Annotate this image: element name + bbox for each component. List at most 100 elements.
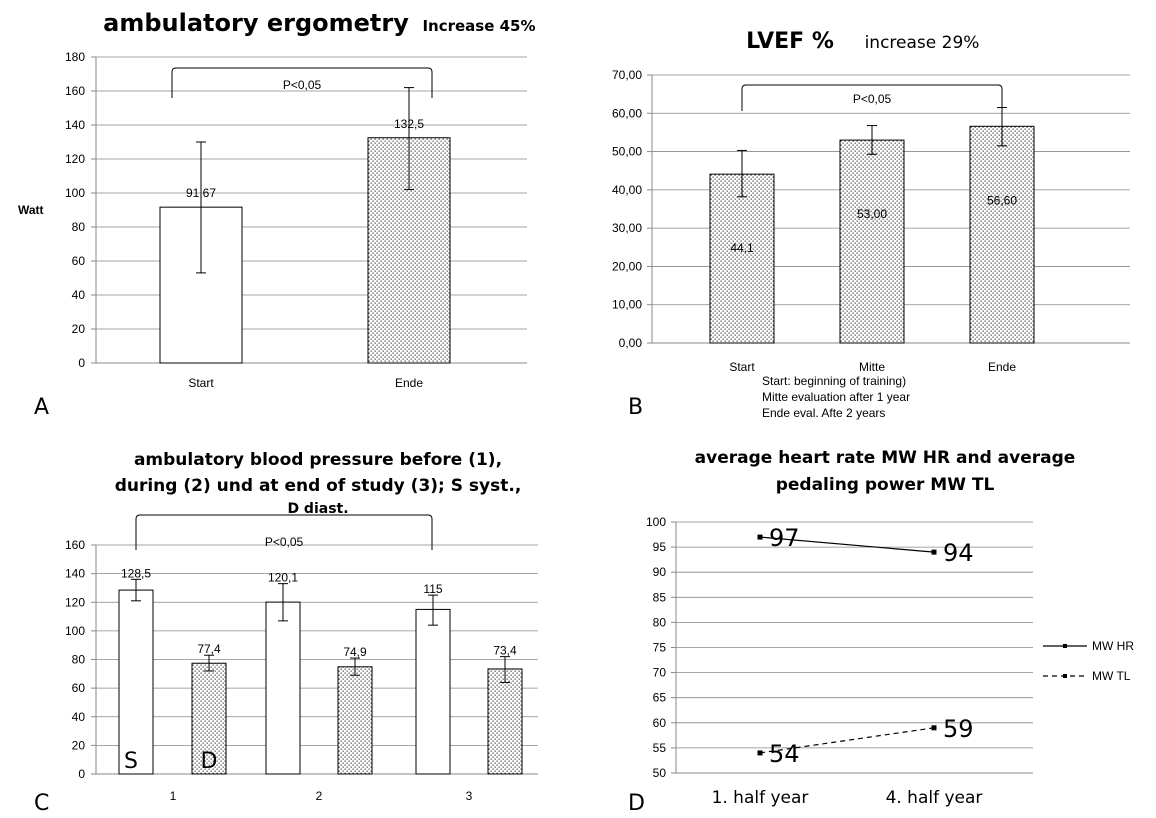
chart-d-point bbox=[931, 549, 937, 555]
chart-d-ytick-label: 100 bbox=[646, 515, 666, 529]
chart-d-category-label: 1. half year bbox=[712, 788, 809, 808]
chart-c-bar-letter-d: D bbox=[201, 749, 218, 774]
chart-a-ylabel: Watt bbox=[18, 203, 44, 217]
chart-d-series-line-1 bbox=[759, 727, 935, 754]
chart-b-bar bbox=[839, 139, 905, 344]
chart-d-category-label: 4. half year bbox=[886, 788, 983, 808]
chart-a-ytick-label: 180 bbox=[65, 50, 85, 64]
chart-d-data-label: 59 bbox=[943, 715, 974, 743]
chart-a-category-label: Ende bbox=[395, 376, 423, 390]
chart-d-ytick-label: 90 bbox=[653, 565, 667, 579]
panel-letter-b: B bbox=[628, 395, 643, 420]
chart-b-ytick-label: 60,00 bbox=[612, 106, 642, 120]
chart-b-ytick-label: 40,00 bbox=[612, 183, 642, 197]
chart-c-ytick-label: 160 bbox=[65, 538, 85, 552]
chart-d-ytick-label: 65 bbox=[653, 691, 667, 705]
chart-c-ytick-label: 0 bbox=[78, 767, 85, 781]
chart-b-title: LVEF % bbox=[746, 29, 834, 54]
chart-a-ytick-label: 160 bbox=[65, 84, 85, 98]
chart-c-data-label: 120,1 bbox=[268, 571, 298, 585]
chart-b-bar bbox=[709, 173, 775, 344]
chart-d-ytick-label: 50 bbox=[653, 766, 667, 780]
chart-c-ytick-label: 80 bbox=[72, 653, 86, 667]
chart-b-ytick-label: 70,00 bbox=[612, 68, 642, 82]
chart-a-ytick-label: 100 bbox=[65, 186, 85, 200]
chart-a-data-label: 132,5 bbox=[394, 117, 424, 131]
chart-b-ytick-label: 20,00 bbox=[612, 259, 642, 273]
chart-b-category-label: Ende bbox=[988, 360, 1016, 374]
chart-d-title-line-1: average heart rate MW HR and average bbox=[695, 448, 1076, 468]
chart-c-ytick-label: 60 bbox=[72, 681, 86, 695]
chart-c-bar bbox=[118, 589, 154, 775]
chart-b-category-label: Start bbox=[729, 360, 755, 374]
chart-b-ytick-label: 10,00 bbox=[612, 298, 642, 312]
chart-c-category-label: 2 bbox=[316, 789, 323, 803]
chart-b-ytick-label: 0,00 bbox=[619, 336, 643, 350]
chart-d-ytick-label: 55 bbox=[653, 741, 667, 755]
chart-d-legend-marker bbox=[1063, 644, 1067, 648]
panel-a: ambulatory ergometry Increase 45% Watt A… bbox=[18, 9, 536, 420]
chart-b-subtitle: increase 29% bbox=[865, 33, 980, 53]
chart-d-legend-label: MW TL bbox=[1092, 669, 1131, 683]
chart-d-data-label: 97 bbox=[769, 524, 800, 552]
chart-b-note-1: Start: beginning of training) bbox=[762, 374, 906, 388]
chart-d-point bbox=[931, 725, 937, 731]
chart-d-data-label: 94 bbox=[943, 539, 974, 567]
chart-d-legend-marker bbox=[1063, 674, 1067, 678]
chart-a-ytick-label: 140 bbox=[65, 118, 85, 132]
chart-c-bar bbox=[265, 601, 301, 775]
chart-b-significance-label: P<0,05 bbox=[853, 92, 892, 106]
chart-d-ytick-label: 60 bbox=[653, 716, 667, 730]
chart-d-point bbox=[757, 750, 763, 756]
chart-c-bar bbox=[415, 608, 451, 775]
chart-b: 0,00 10,00 20,00 30,00 40,00 50,00 60,00 70,00 4… bbox=[612, 68, 1130, 374]
chart-d-ytick-label: 70 bbox=[653, 666, 667, 680]
chart-a-ytick-label: 20 bbox=[72, 322, 86, 336]
chart-b-data-label: 53,00 bbox=[857, 207, 887, 221]
chart-c-data-label: 128,5 bbox=[121, 566, 151, 580]
chart-d-series-line-0 bbox=[759, 536, 935, 553]
chart-c-ytick-label: 20 bbox=[72, 738, 86, 752]
chart-c-significance-label: P<0,05 bbox=[265, 535, 304, 549]
chart-c-bar bbox=[191, 662, 227, 775]
chart-a-title: ambulatory ergometry bbox=[103, 9, 409, 37]
chart-c-title-line-2: during (2) und at end of study (3); S sy… bbox=[115, 476, 522, 496]
chart-c-ytick-label: 100 bbox=[65, 624, 85, 638]
chart-a-ytick-label: 60 bbox=[72, 254, 86, 268]
chart-a-significance-bracket bbox=[171, 67, 433, 98]
chart-c-bar bbox=[337, 666, 373, 775]
chart-c-bar bbox=[487, 668, 523, 775]
chart-d-title-line-2: pedaling power MW TL bbox=[776, 475, 995, 495]
chart-d-legend-label: MW HR bbox=[1092, 639, 1134, 653]
panel-letter-a: A bbox=[34, 395, 49, 420]
panel-letter-c: C bbox=[34, 791, 49, 816]
chart-a-ytick-label: 120 bbox=[65, 152, 85, 166]
chart-a-ytick-label: 40 bbox=[72, 288, 86, 302]
panel-b: LVEF % increase 29% Start: beginning of … bbox=[612, 29, 1130, 420]
chart-a: 0 20 40 60 80 100 120 140 160 180 91,67 Start 132,5 E… bbox=[65, 50, 527, 390]
chart-c-category-label: 1 bbox=[170, 789, 177, 803]
chart-c-ytick-label: 140 bbox=[65, 567, 85, 581]
chart-c-title-line-1: ambulatory blood pressure before (1), bbox=[134, 450, 502, 470]
chart-b-data-label: 56,60 bbox=[987, 193, 1017, 207]
chart-b-ytick-label: 30,00 bbox=[612, 221, 642, 235]
chart-a-significance-label: P<0,05 bbox=[283, 78, 322, 92]
panel-d: average heart rate MW HR and average ped… bbox=[628, 448, 1134, 816]
chart-a-ytick-label: 80 bbox=[72, 220, 86, 234]
chart-b-category-label: Mitte bbox=[859, 360, 885, 374]
chart-d-data-label: 54 bbox=[769, 740, 800, 768]
chart-c-ytick-label: 40 bbox=[72, 710, 86, 724]
chart-d-point bbox=[757, 534, 763, 540]
chart-b-significance-bracket bbox=[741, 84, 1003, 111]
chart-c: 0 20 40 60 80 100 120 140 160 128,5 120,1 115 77,4 74… bbox=[65, 514, 538, 803]
chart-c-data-label: 77,4 bbox=[197, 642, 221, 656]
chart-b-note-2: Mitte evaluation after 1 year bbox=[762, 390, 910, 404]
chart-c-title-line-3: D diast. bbox=[287, 501, 348, 517]
chart-b-note-3: Ende eval. Afte 2 years bbox=[762, 406, 885, 420]
chart-d-ytick-label: 75 bbox=[653, 641, 667, 655]
chart-b-data-label: 44,1 bbox=[730, 241, 754, 255]
chart-c-bar-letter-s: S bbox=[124, 749, 138, 774]
chart-a-ytick-label: 0 bbox=[78, 356, 85, 370]
chart-d: 50 55 60 65 70 75 80 85 90 95 100 97 94 54 59 1. half y… bbox=[646, 515, 1134, 808]
